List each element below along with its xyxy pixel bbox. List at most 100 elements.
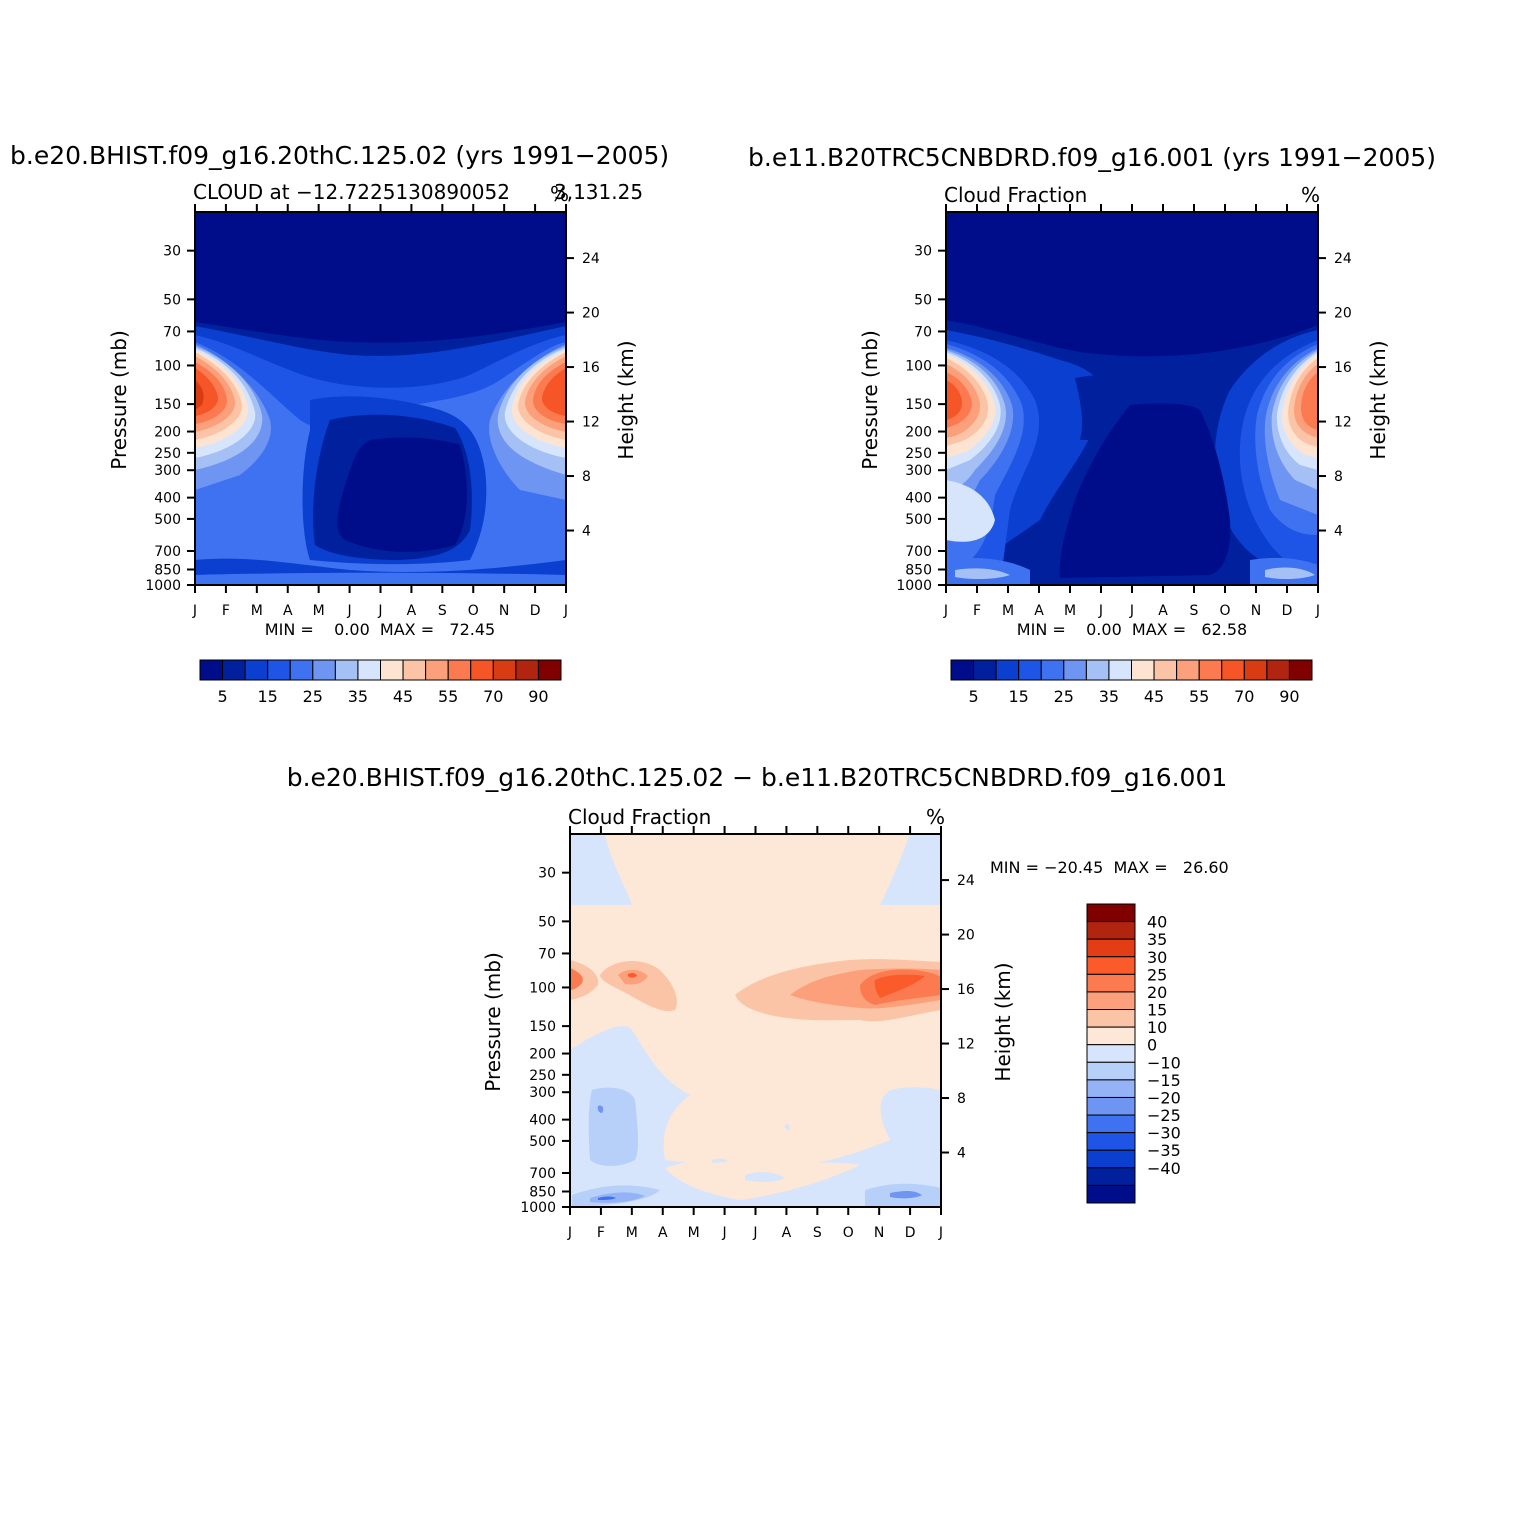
x-tick-label: J — [1129, 603, 1134, 619]
contour-fill — [570, 968, 583, 990]
colorbar-swatch — [973, 659, 997, 681]
colorbar-swatch — [1086, 991, 1136, 1011]
x-tick-label: J — [347, 603, 352, 619]
y-tick-label: 50 — [914, 292, 932, 308]
y-tick-label: 50 — [163, 292, 181, 308]
colorbar-swatch — [289, 659, 314, 681]
contour-fill — [745, 1172, 785, 1183]
colorbar-swatch — [515, 659, 539, 681]
panel-b-units: % — [1301, 183, 1320, 207]
y-tick-right-label: 24 — [582, 251, 600, 267]
y-tick-label: 70 — [914, 324, 932, 340]
x-tick-label: O — [843, 1225, 854, 1241]
colorbar-swatch — [334, 659, 359, 681]
colorbar-swatch — [1086, 938, 1136, 958]
colorbar-label: 15 — [1009, 687, 1029, 706]
colorbar-swatch — [244, 659, 269, 681]
panel-b-stats: MIN = 0.00 MAX = 62.58 — [1017, 620, 1247, 639]
panel-c-stats: MIN = −20.45 MAX = 26.60 — [990, 858, 1229, 877]
colorbar-swatch — [1086, 1096, 1136, 1116]
x-tick-label: D — [530, 603, 541, 619]
y-tick-label: 700 — [154, 544, 181, 560]
colorbar-swatch — [1108, 659, 1132, 681]
colorbar-swatch — [402, 659, 427, 681]
colorbar-swatch — [1086, 1184, 1136, 1204]
y-tick-right-label: 8 — [1334, 469, 1343, 485]
colorbar-swatch — [425, 659, 449, 681]
colorbar-swatch — [1086, 903, 1136, 923]
colorbar-label: 40 — [1147, 913, 1167, 932]
colorbar-label: 25 — [303, 687, 323, 706]
contour-fill — [195, 572, 566, 585]
panel-a-stats: MIN = 0.00 MAX = 72.45 — [265, 620, 495, 639]
x-tick-label: O — [468, 603, 479, 619]
contour-fill — [784, 1123, 790, 1130]
y-tick-right-label: 16 — [1334, 360, 1352, 376]
x-tick-label: N — [1251, 603, 1261, 619]
colorbar-swatch — [1063, 659, 1087, 681]
colorbar-swatch — [1086, 1044, 1136, 1063]
y-tick-label: 50 — [538, 914, 556, 930]
y-tick-label: 300 — [529, 1085, 556, 1101]
x-tick-label: J — [192, 603, 197, 619]
colorbar-swatch — [1131, 659, 1155, 681]
x-tick-label: A — [1034, 603, 1044, 619]
panel-c-title: b.e20.BHIST.f09_g16.20thC.125.02 − b.e11… — [287, 763, 1228, 792]
x-tick-label: M — [1002, 603, 1014, 619]
colorbar-label: 35 — [1147, 930, 1167, 949]
panel-a-ylabel: Pressure (mb) — [107, 330, 131, 470]
x-tick-label: J — [938, 1225, 943, 1241]
colorbar-label: 45 — [393, 687, 413, 706]
contour-fill — [628, 972, 637, 978]
panel-a-title: b.e20.BHIST.f09_g16.20thC.125.02 (yrs 19… — [10, 141, 669, 170]
y-tick-label: 70 — [538, 946, 556, 962]
colorbar-label: 0 — [1147, 1036, 1157, 1055]
contour-fill — [1265, 567, 1315, 580]
x-tick-label: J — [1098, 603, 1103, 619]
panel-c-subtitle: Cloud Fraction — [568, 805, 711, 829]
colorbar-swatch — [1086, 1061, 1136, 1081]
colorbar-label: 15 — [1147, 1001, 1167, 1020]
panel-a-ylabel-right: Height (km) — [614, 340, 638, 459]
x-tick-label: J — [752, 1225, 757, 1241]
contour-fill — [337, 437, 467, 552]
colorbar-label: 35 — [348, 687, 368, 706]
colorbar-swatch — [1086, 1167, 1136, 1186]
colorbar-swatch — [312, 659, 336, 681]
colorbar-label: 5 — [968, 687, 978, 706]
panel-c-ylabel: Pressure (mb) — [481, 952, 505, 1092]
colorbar-swatch — [995, 659, 1020, 681]
colorbar-swatch — [380, 659, 404, 681]
contour-fill — [1301, 372, 1318, 430]
x-tick-label: J — [1315, 603, 1320, 619]
contour-fill — [195, 380, 204, 410]
y-tick-label: 850 — [529, 1185, 556, 1201]
colorbar-swatch — [1086, 1026, 1136, 1046]
y-tick-label: 70 — [163, 324, 181, 340]
colorbar-swatch — [1176, 659, 1200, 681]
panel-b-subtitle: Cloud Fraction — [944, 183, 1087, 207]
contour-fill — [542, 368, 566, 416]
contour-fill — [946, 380, 962, 420]
y-tick-right-label: 24 — [957, 873, 975, 889]
panel-a-subtitle-overlap: 3,131.25 — [554, 180, 643, 204]
y-tick-label: 500 — [154, 512, 181, 528]
x-tick-label: J — [563, 603, 568, 619]
colorbar-label: −40 — [1147, 1159, 1181, 1178]
y-tick-label: 200 — [905, 425, 932, 441]
contour-fill — [570, 1026, 941, 1207]
colorbar-label: −30 — [1147, 1124, 1181, 1143]
x-tick-label: S — [1190, 603, 1199, 619]
colorbar-swatch — [950, 659, 975, 681]
panel-b-title: b.e11.B20TRC5CNBDRD.f09_g16.001 (yrs 199… — [748, 143, 1436, 172]
x-tick-label: A — [782, 1225, 792, 1241]
colorbar-swatch — [1243, 659, 1268, 681]
colorbar-swatch — [1198, 659, 1223, 681]
colorbar-swatch — [1086, 973, 1136, 993]
colorbar-swatch — [199, 659, 224, 681]
x-tick-label: A — [283, 603, 293, 619]
panel-b: b.e11.B20TRC5CNBDRD.f09_g16.001 (yrs 199… — [748, 143, 1436, 706]
y-tick-label: 700 — [529, 1166, 556, 1182]
y-tick-label: 200 — [154, 425, 181, 441]
